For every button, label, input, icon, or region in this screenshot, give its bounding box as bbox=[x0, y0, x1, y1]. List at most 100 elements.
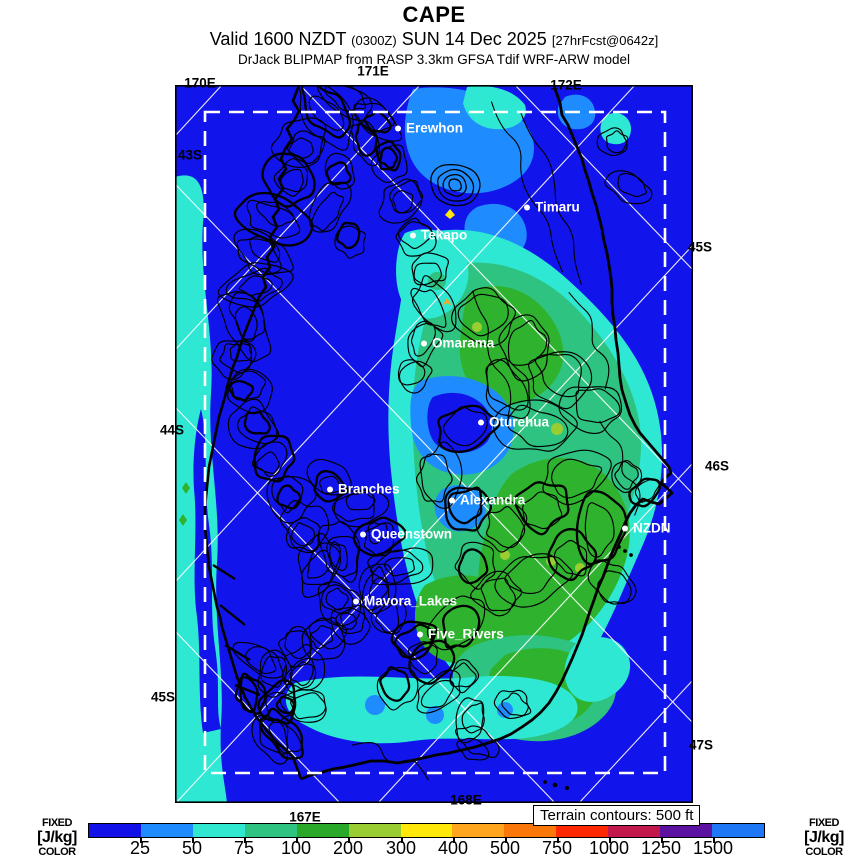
city-label: Timaru bbox=[535, 199, 580, 215]
city-label: NZDN bbox=[633, 520, 671, 536]
colorbar-tick bbox=[244, 838, 246, 843]
scale-label: 1000 bbox=[588, 838, 630, 858]
scale-label: 400 bbox=[437, 838, 469, 858]
scale-label: 25 bbox=[129, 838, 151, 858]
edge-label-167e: 167E bbox=[289, 809, 321, 825]
city-label: Mavora_Lakes bbox=[364, 593, 458, 609]
colorbar-segment bbox=[660, 824, 713, 837]
valid-prefix: Valid 1600 NZDT bbox=[209, 29, 347, 49]
city-marker-timaru: Timaru bbox=[524, 200, 580, 215]
caption-units: [J/kg] bbox=[804, 829, 844, 846]
model-line: DrJack BLIPMAP from RASP 3.3km GFSA Tdif… bbox=[237, 52, 631, 67]
city-marker-queenstown: Queenstown bbox=[360, 527, 452, 542]
scale-label: 50 bbox=[181, 838, 203, 858]
colorbar-tick bbox=[453, 838, 455, 843]
colorbar-segment bbox=[296, 824, 349, 837]
scale-label: 75 bbox=[233, 838, 255, 858]
city-marker-tekapo: Tekapo bbox=[410, 228, 467, 243]
colorbar-segment bbox=[244, 824, 297, 837]
city-marker-oturehua: Oturehua bbox=[478, 415, 549, 430]
edge-label-43s: 43S bbox=[177, 147, 203, 163]
colorbar-tick bbox=[661, 838, 663, 843]
colorbar-caption-right: FIXED [J/kg] COLOR bbox=[794, 818, 850, 858]
scale-label: 1500 bbox=[692, 838, 734, 858]
city-label: Omarama bbox=[432, 335, 495, 351]
city-marker-nzdn: NZDN bbox=[622, 521, 671, 536]
city-marker-alexandra: Alexandra bbox=[449, 493, 525, 508]
scale-label: 200 bbox=[332, 838, 364, 858]
colorbar-tick bbox=[505, 838, 507, 843]
colorbar-tick bbox=[140, 838, 142, 843]
valid-line: Valid 1600 NZDT (0300Z) SUN 14 Dec 2025 … bbox=[18, 29, 850, 50]
edge-label-170e: 170E bbox=[184, 75, 216, 91]
page-title: CAPE bbox=[402, 2, 466, 27]
scale-label: 1250 bbox=[640, 838, 682, 858]
coastline-layer bbox=[203, 85, 674, 791]
colorbar-segment bbox=[140, 824, 193, 837]
edge-label-45s-left: 45S bbox=[150, 689, 176, 705]
city-marker-mavora-lakes: Mavora_Lakes bbox=[353, 594, 457, 609]
city-dot-icon bbox=[478, 419, 484, 425]
header: CAPE Valid 1600 NZDT (0300Z) SUN 14 Dec … bbox=[18, 2, 850, 67]
city-dot-icon bbox=[410, 232, 416, 238]
city-dot-icon bbox=[622, 525, 628, 531]
colorbar-segment bbox=[192, 824, 245, 837]
scale-label: 750 bbox=[541, 838, 573, 858]
city-dot-icon bbox=[421, 340, 427, 346]
colorbar-segment bbox=[712, 824, 764, 837]
colorbar-segment bbox=[348, 824, 401, 837]
caption-fixed: FIXED bbox=[809, 817, 839, 829]
city-label: Branches bbox=[338, 481, 400, 497]
scale-label: 300 bbox=[385, 838, 417, 858]
city-label: Erewhon bbox=[406, 120, 464, 136]
scale-label: 100 bbox=[280, 838, 312, 858]
edge-label-45s-right: 45S bbox=[687, 239, 713, 255]
colorbar-tick bbox=[609, 838, 611, 843]
colorbar-segment bbox=[556, 824, 609, 837]
edge-label-47s: 47S bbox=[688, 737, 714, 753]
domain-dashed-box bbox=[203, 110, 667, 775]
city-marker-branches: Branches bbox=[327, 482, 400, 497]
caption-fixed: FIXED bbox=[42, 817, 72, 829]
city-label: Five_Rivers bbox=[428, 626, 504, 642]
city-dot-icon bbox=[327, 486, 333, 492]
cape-map-canvas bbox=[175, 85, 693, 803]
colorbar-tick bbox=[401, 838, 403, 843]
valid-date: SUN 14 Dec 2025 bbox=[401, 29, 547, 49]
edge-label-46s: 46S bbox=[704, 458, 730, 474]
colorbar-tick bbox=[192, 838, 194, 843]
city-dot-icon bbox=[524, 204, 530, 210]
colorbar-tick bbox=[557, 838, 559, 843]
city-label: Oturehua bbox=[489, 414, 550, 430]
colorbar-tick bbox=[713, 838, 715, 843]
city-label: Queenstown bbox=[371, 526, 453, 542]
edge-label-172e: 172E bbox=[550, 77, 582, 93]
caption-color: COLOR bbox=[38, 846, 76, 858]
city-label: Alexandra bbox=[460, 492, 526, 508]
map-frame bbox=[175, 85, 693, 803]
terrain-contours-layer bbox=[211, 85, 662, 781]
terrain-contour-note: Terrain contours: 500 ft bbox=[533, 805, 701, 826]
cape-colorbar bbox=[88, 823, 765, 843]
city-dot-icon bbox=[395, 125, 401, 131]
edge-label-168e: 168E bbox=[450, 792, 482, 808]
city-dot-icon bbox=[417, 631, 423, 637]
city-label: Tekapo bbox=[421, 227, 468, 243]
city-marker-five-rivers: Five_Rivers bbox=[417, 627, 504, 642]
city-dot-icon bbox=[360, 531, 366, 537]
colorbar-segment bbox=[608, 824, 661, 837]
colorbar-segment bbox=[400, 824, 453, 837]
colorbar-tick bbox=[348, 838, 350, 843]
city-dot-icon bbox=[353, 598, 359, 604]
forecast-tag: [27hrFcst@0642z] bbox=[551, 33, 659, 48]
colorbar-scale-labels: 25 50 75 100 200 300 400 500 750 1000 12… bbox=[88, 838, 765, 858]
colorbar-segment bbox=[504, 824, 557, 837]
colorbar-segment bbox=[452, 824, 505, 837]
map-area bbox=[175, 85, 693, 803]
colorbar-caption-left: FIXED [J/kg] COLOR bbox=[27, 818, 87, 858]
city-dot-icon bbox=[449, 497, 455, 503]
colorbar-segment bbox=[89, 824, 141, 837]
edge-label-44s: 44S bbox=[159, 422, 185, 438]
city-marker-omarama: Omarama bbox=[421, 336, 494, 351]
